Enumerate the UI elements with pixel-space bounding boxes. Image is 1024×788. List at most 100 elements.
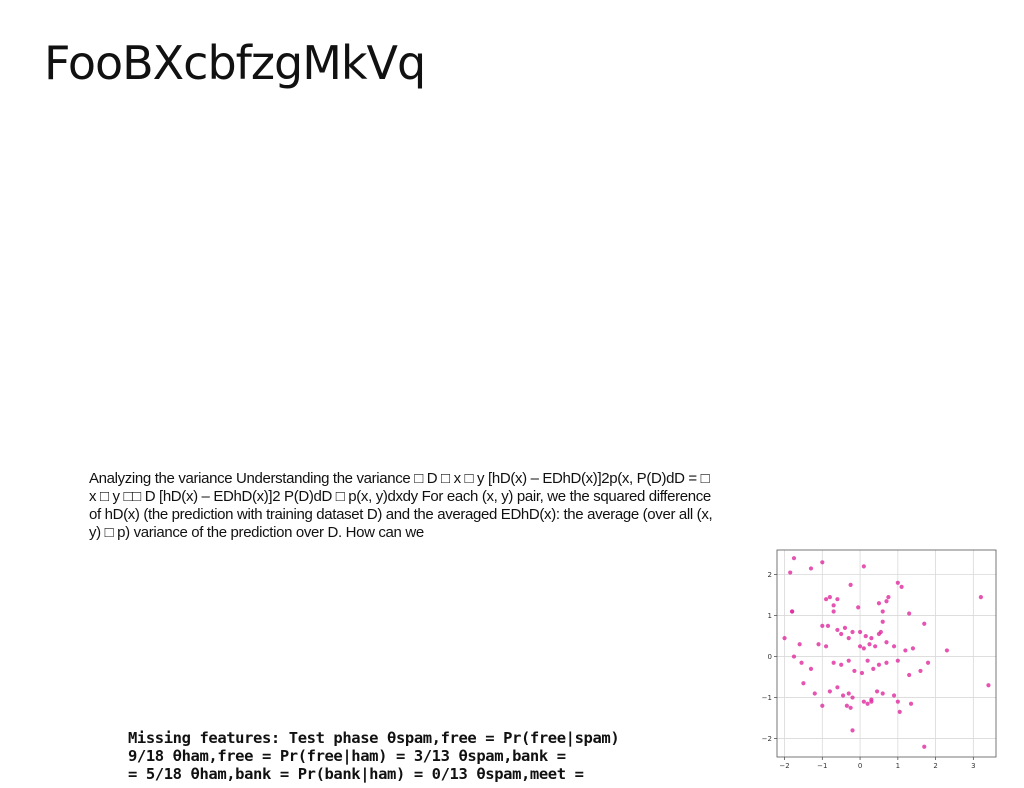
scatter-point (840, 693, 846, 698)
scatter-point (910, 646, 916, 651)
scatter-point (850, 629, 855, 635)
scatter-point (835, 685, 840, 690)
scatter-point (925, 660, 931, 665)
naive-bayes-line: Missing features: Test phase θspam,free … (128, 729, 620, 747)
scatter-point (808, 566, 814, 571)
scatter-point (918, 668, 923, 674)
scatter-point (856, 605, 861, 610)
scatter-point (891, 644, 897, 649)
scatter-point (842, 625, 848, 630)
scatter-point (850, 695, 855, 700)
scatter-point (867, 642, 872, 647)
scatter-point (797, 642, 802, 647)
scatter-point (788, 570, 793, 575)
x-tick-label: 3 (971, 762, 975, 770)
scatter-point (835, 597, 840, 602)
scatter-point (850, 728, 855, 733)
scatter-point (880, 609, 885, 614)
x-tick-label: 1 (896, 762, 900, 770)
scatter-point (869, 636, 874, 641)
scatter-point (857, 644, 863, 649)
scatter-point (922, 744, 927, 749)
scatter-point (820, 623, 825, 628)
scatter-point (863, 633, 868, 639)
scatter-point (884, 660, 889, 665)
scatter-point (831, 660, 836, 665)
scatter-point (899, 584, 904, 589)
scatter-point (801, 681, 806, 686)
scatter-point (848, 705, 853, 710)
scatter-point (816, 642, 821, 647)
scatter-point (865, 701, 870, 706)
scatter-point (908, 701, 914, 706)
scatter-plot-svg: −2 −1 0 1 2 3 −2 −1 0 1 2 (762, 549, 997, 770)
scatter-point (846, 691, 851, 696)
scatter-point (846, 658, 851, 663)
plot-frame (776, 549, 997, 758)
scatter-point (827, 689, 832, 694)
scatter-point (876, 662, 882, 667)
x-tick-label: −1 (817, 762, 827, 770)
scatter-point (791, 654, 797, 659)
scatter-point (880, 619, 885, 624)
scatter-point (823, 644, 829, 649)
naive-bayes-line: = 5/18 θham,bank = Pr(bank|ham) = 0/13 θ… (128, 765, 584, 783)
x-tick-label: −2 (779, 762, 789, 770)
scatter-point (861, 564, 866, 569)
y-tick-label: −2 (762, 735, 772, 743)
scatter-point (831, 609, 836, 614)
slide-title: FooBXcbfzgMkVq (44, 36, 426, 90)
scatter-point (861, 699, 866, 704)
scatter-point (895, 580, 900, 585)
scatter-point (835, 627, 840, 633)
scatter-point (825, 623, 831, 628)
scatter-point (857, 629, 863, 635)
naive-bayes-text: Missing features: Test phase θspam,free … (128, 729, 688, 783)
scatter-point (884, 599, 889, 604)
scatter-point (861, 646, 866, 651)
scatter-point (859, 670, 865, 676)
scatter-point (944, 648, 950, 653)
x-tick-label: 2 (933, 762, 937, 770)
scatter-point (871, 666, 876, 671)
scatter-point (808, 666, 814, 671)
scatter-point (820, 703, 825, 708)
scatter-point (880, 691, 885, 696)
scatter-point (839, 662, 844, 667)
scatter-point (895, 658, 900, 663)
scatter-point (907, 611, 912, 616)
scatter-point (790, 609, 795, 614)
scatter-point (865, 658, 870, 663)
scatter-point (903, 648, 908, 653)
scatter-point (852, 668, 857, 674)
scatter-plot: −2 −1 0 1 2 3 −2 −1 0 1 2 (750, 544, 1010, 774)
scatter-point (986, 683, 991, 688)
scatter-point (839, 631, 844, 637)
scatter-point (791, 556, 797, 561)
scatter-point (978, 595, 983, 600)
scatter-point (922, 621, 927, 626)
scatter-point (812, 691, 817, 696)
scatter-point (891, 693, 897, 698)
scatter-point (820, 560, 825, 565)
x-tick-label: 0 (858, 762, 862, 770)
scatter-point (907, 672, 912, 678)
scatter-point (878, 629, 883, 635)
naive-bayes-line: 9/18 θham,free = Pr(free|ham) = 3/13 θsp… (128, 747, 566, 765)
y-tick-label: −1 (762, 694, 772, 702)
scatter-point (848, 582, 853, 587)
scatter-point (895, 699, 900, 704)
scatter-point (844, 703, 849, 708)
scatter-point (827, 595, 832, 600)
scatter-point (869, 697, 874, 702)
scatter-point (831, 603, 836, 608)
scatter-point (823, 597, 829, 602)
y-tick-label: 2 (768, 571, 772, 579)
scatter-point (876, 601, 882, 606)
scatter-point (873, 644, 878, 649)
y-tick-label: 1 (768, 612, 772, 620)
scatter-point (884, 640, 889, 645)
scatter-point (799, 660, 804, 665)
variance-paragraph: Analyzing the variance Understanding the… (89, 470, 713, 541)
scatter-point (886, 595, 891, 600)
